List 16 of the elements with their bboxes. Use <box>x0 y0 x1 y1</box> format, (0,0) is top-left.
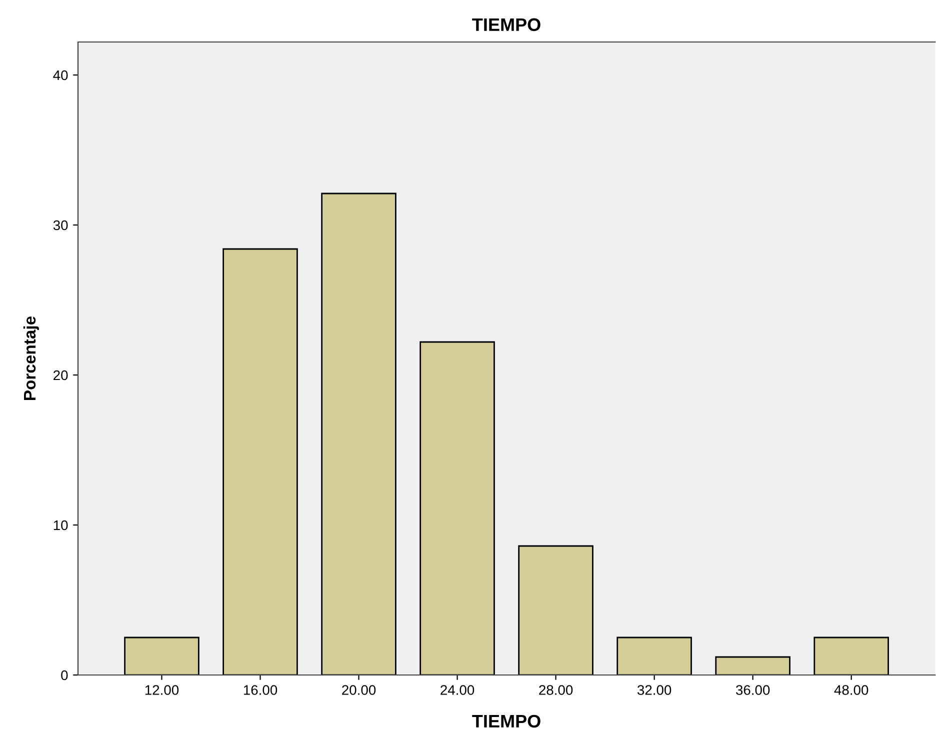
y-axis-title: Porcentaje <box>23 316 39 400</box>
y-tick-label: 20 <box>54 370 68 380</box>
x-tick-label: 24.00 <box>440 685 474 695</box>
x-tick-label: 20.00 <box>342 685 376 695</box>
y-tick-label: 0 <box>61 670 68 680</box>
x-tick-label: 16.00 <box>244 685 278 695</box>
chart-title: TIEMPO <box>472 18 540 32</box>
x-tick-label: 12.00 <box>145 685 179 695</box>
y-tick-label: 40 <box>53 70 68 80</box>
x-tick-label: 32.00 <box>637 685 672 695</box>
x-tick-label: 48.00 <box>834 685 868 695</box>
y-tick-label: 30 <box>53 220 68 230</box>
x-tick-label: 28.00 <box>539 685 573 695</box>
x-axis-title: TIEMPO <box>472 714 540 728</box>
y-tick-label: 10 <box>54 520 68 530</box>
x-tick-label: 36.00 <box>736 685 770 695</box>
